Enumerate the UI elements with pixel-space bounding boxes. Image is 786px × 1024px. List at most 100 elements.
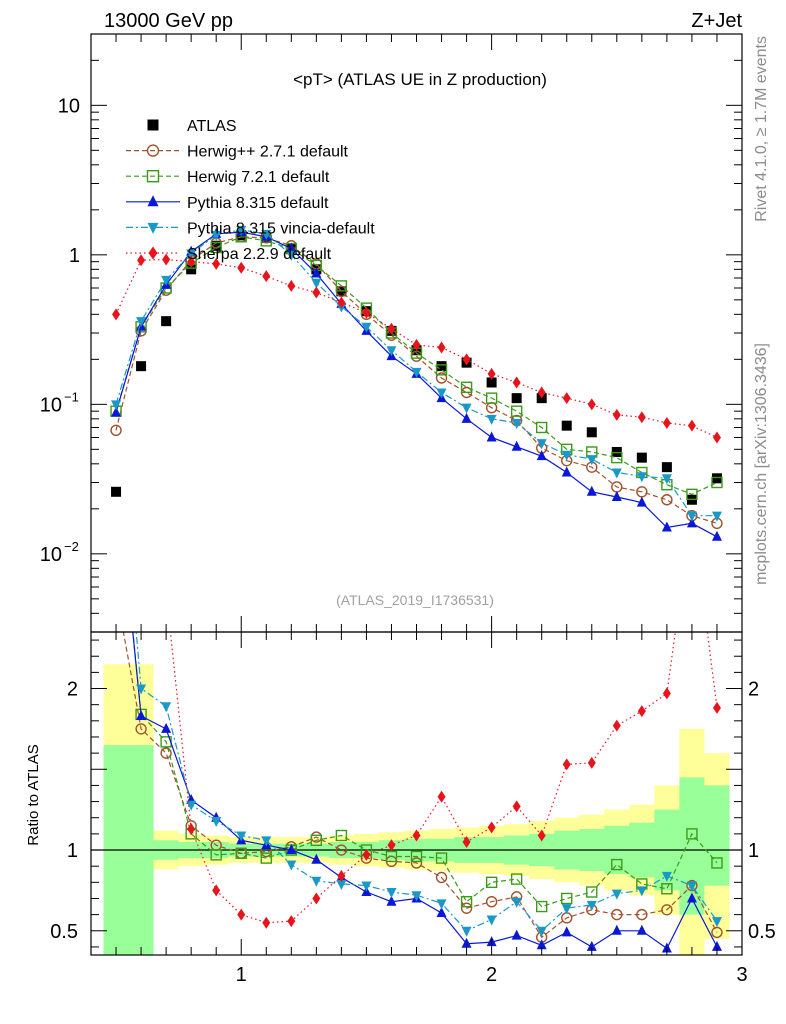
ratio-data-point <box>210 849 222 861</box>
data-point <box>686 488 698 501</box>
ratio-data-point <box>161 722 172 733</box>
ratio-data-point <box>511 897 522 908</box>
data-point <box>112 308 121 321</box>
data-point <box>536 439 547 450</box>
ratio-series-line <box>122 632 718 939</box>
data-point <box>511 393 522 404</box>
data-point <box>512 376 521 389</box>
ratio-data-point <box>386 895 397 906</box>
legend-label: Pythia 8.315 default <box>187 195 329 212</box>
data-point <box>186 264 197 275</box>
ratio-data-point <box>435 852 448 864</box>
legend-label: ATLAS <box>187 118 237 135</box>
y-tick-label: 10 <box>40 394 62 416</box>
data-point <box>711 476 723 489</box>
data-point <box>586 427 597 438</box>
data-point <box>587 398 596 411</box>
data-point <box>111 486 122 497</box>
legend-label: Sherpa 2.2.9 default <box>187 246 332 263</box>
series-line <box>115 236 718 495</box>
data-point <box>186 249 197 260</box>
header-energy-label: 13000 GeV pp <box>104 10 233 32</box>
data-point <box>311 278 322 289</box>
ratio-data-point <box>111 457 121 467</box>
data-point <box>136 317 147 328</box>
data-point <box>110 424 122 437</box>
ratio-data-point <box>235 847 247 859</box>
data-point <box>111 406 122 417</box>
data-point <box>312 286 321 299</box>
data-point <box>662 417 671 430</box>
ratio-data-point <box>561 892 573 905</box>
ratio-data-point <box>636 886 647 897</box>
data-point <box>137 254 146 267</box>
data-point <box>436 388 447 399</box>
data-point <box>536 450 547 461</box>
main-plot-marks <box>110 225 723 541</box>
ratio-data-point <box>311 853 322 864</box>
y-tick-exponent: −2 <box>64 539 79 554</box>
data-point <box>237 261 246 274</box>
data-point <box>286 250 297 261</box>
ratio-data-point <box>637 705 646 718</box>
ratio-data-point <box>436 907 447 918</box>
data-point <box>661 494 673 506</box>
data-point <box>611 451 623 464</box>
legend-label: Pythia 8.315 vincia-default <box>187 220 375 237</box>
ratio-data-point <box>260 852 272 864</box>
legend-entry: Herwig++ 2.7.1 default <box>126 144 349 161</box>
data-point <box>686 511 697 522</box>
data-point <box>461 412 472 423</box>
legend-entry: Herwig 7.2.1 default <box>126 169 330 186</box>
data-point <box>661 474 672 485</box>
data-point <box>561 466 572 477</box>
y-tick-label: 10 <box>58 95 80 117</box>
data-point <box>661 521 672 532</box>
data-point <box>586 485 597 496</box>
ratio-data-point <box>311 876 322 887</box>
data-point <box>636 496 647 507</box>
ratio-plot-axes: 0.5 0.5 1 1 2 2 1 2 3 <box>50 632 776 986</box>
data-point <box>162 253 171 266</box>
ratio-data-point <box>511 929 522 940</box>
ratio-data-point <box>286 860 297 871</box>
ratio-y-tick-label: 2 <box>67 679 78 701</box>
ratio-data-point <box>512 800 521 813</box>
data-point <box>261 229 272 240</box>
ratio-y-tick-label-right: 2 <box>748 679 759 701</box>
ratio-data-point <box>485 896 498 908</box>
ratio-data-point <box>310 834 323 847</box>
ratio-data-point <box>611 924 622 935</box>
ratio-series-pythia-8-315-vincia-default <box>135 632 722 937</box>
ratio-data-point <box>611 858 623 871</box>
data-point <box>686 517 697 528</box>
ratio-data-point <box>686 881 697 892</box>
legend: ATLAS Herwig++ 2.7.1 default Herwig 7.2.1 … <box>126 118 375 263</box>
ratio-data-point <box>510 873 523 885</box>
ratio-data-point <box>312 892 321 905</box>
data-point <box>535 421 548 434</box>
uncertainty-band-yellow <box>103 664 730 955</box>
ratio-data-point <box>611 889 622 900</box>
data-point <box>562 392 571 405</box>
data-point <box>361 322 372 333</box>
ratio-data-point <box>411 891 422 902</box>
legend-marker <box>146 169 160 183</box>
ratio-panel: 0.5 0.5 1 1 2 2 1 2 3 Ratio to ATLAS <box>25 457 776 986</box>
ratio-y-tick-label: 1 <box>67 840 78 862</box>
ratio-y-tick-label-right: 0.5 <box>748 921 776 943</box>
data-point <box>510 405 523 417</box>
ratio-data-point <box>436 899 447 910</box>
ratio-data-point <box>136 709 147 720</box>
legend-marker <box>147 195 159 207</box>
ratio-data-point <box>586 940 597 951</box>
ratio-data-point <box>486 915 497 926</box>
data-point <box>111 400 122 411</box>
data-point <box>335 280 348 292</box>
data-point <box>636 472 647 483</box>
data-point <box>262 270 271 283</box>
ratio-data-point <box>711 857 723 869</box>
ratio-data-point <box>586 886 598 898</box>
